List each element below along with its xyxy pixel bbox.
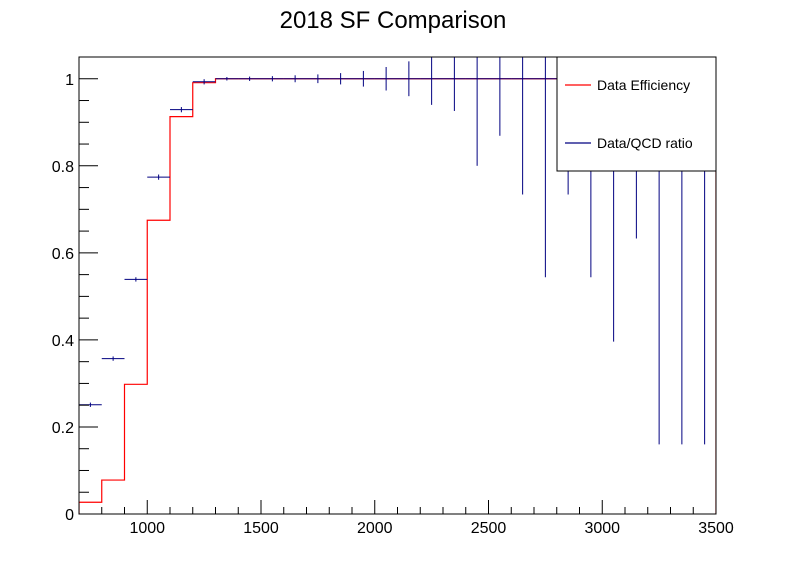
ratio-point bbox=[534, 57, 557, 278]
y-tick-label: 1 bbox=[65, 72, 74, 89]
ratio-point bbox=[352, 70, 375, 87]
ratio-point bbox=[511, 57, 534, 195]
y-tick-label: 0.4 bbox=[52, 333, 74, 350]
ratio-point bbox=[261, 76, 284, 82]
ratio-point bbox=[101, 356, 125, 361]
ratio-point bbox=[397, 61, 421, 97]
x-tick-label: 1500 bbox=[243, 520, 279, 537]
legend: Data Efficiency Data/QCD ratio bbox=[556, 56, 717, 172]
ratio-point bbox=[329, 73, 352, 85]
legend-box bbox=[556, 56, 717, 172]
ratio-point bbox=[420, 57, 443, 105]
axes: 1000 1500 2000 2500 3000 3500 0 0.2 0.4 0.6 0.8 1 bbox=[52, 56, 734, 537]
x-tick-label: 3500 bbox=[698, 520, 734, 537]
legend-label: Data/QCD ratio bbox=[597, 135, 693, 151]
y-tick-label: 0.6 bbox=[52, 246, 74, 263]
ratio-point bbox=[306, 74, 330, 84]
x-tick-label: 2500 bbox=[471, 520, 507, 537]
x-tick-label: 2000 bbox=[357, 520, 393, 537]
ratio-point bbox=[374, 67, 398, 91]
ratio-point bbox=[215, 77, 239, 81]
ratio-point bbox=[238, 76, 261, 81]
ratio-point bbox=[170, 107, 193, 113]
chart-title: 2018 SF Comparison bbox=[280, 7, 507, 34]
x-tick-label: 1000 bbox=[129, 520, 165, 537]
data-efficiency-step-line bbox=[79, 78, 716, 514]
y-tick-label: 0.8 bbox=[52, 159, 74, 176]
ratio-point bbox=[283, 75, 307, 83]
ratio-point bbox=[443, 57, 466, 111]
ratio-point bbox=[488, 57, 512, 136]
ratio-point bbox=[465, 57, 489, 166]
x-tick-label: 3000 bbox=[584, 520, 620, 537]
y-tick-label: 0 bbox=[65, 507, 74, 524]
ratio-point bbox=[124, 277, 148, 282]
ratio-point bbox=[147, 174, 170, 180]
legend-label: Data Efficiency bbox=[597, 77, 690, 93]
y-tick-label: 0.2 bbox=[52, 420, 74, 437]
ratio-point bbox=[192, 79, 216, 85]
